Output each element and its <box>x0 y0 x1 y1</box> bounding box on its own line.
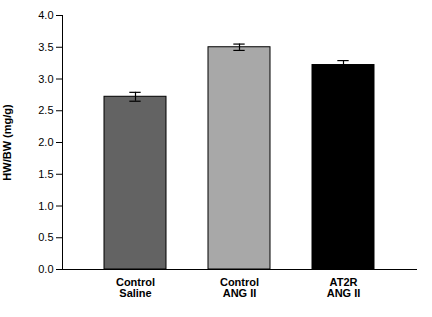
svg-text:0.5: 0.5 <box>38 231 53 243</box>
svg-text:AT2RANG II: AT2RANG II <box>327 276 361 299</box>
svg-text:2.0: 2.0 <box>38 136 53 148</box>
svg-text:1.0: 1.0 <box>38 200 53 212</box>
svg-text:1.5: 1.5 <box>38 168 53 180</box>
svg-text:3.5: 3.5 <box>38 41 53 53</box>
svg-text:2.5: 2.5 <box>38 104 53 116</box>
svg-text:HW/BW (mg/g): HW/BW (mg/g) <box>1 104 13 181</box>
svg-text:4.0: 4.0 <box>38 9 53 21</box>
svg-text:0.0: 0.0 <box>38 263 53 275</box>
svg-text:ControlANG II: ControlANG II <box>220 276 259 299</box>
svg-text:ControlSaline: ControlSaline <box>116 276 155 299</box>
svg-text:3.0: 3.0 <box>38 73 53 85</box>
